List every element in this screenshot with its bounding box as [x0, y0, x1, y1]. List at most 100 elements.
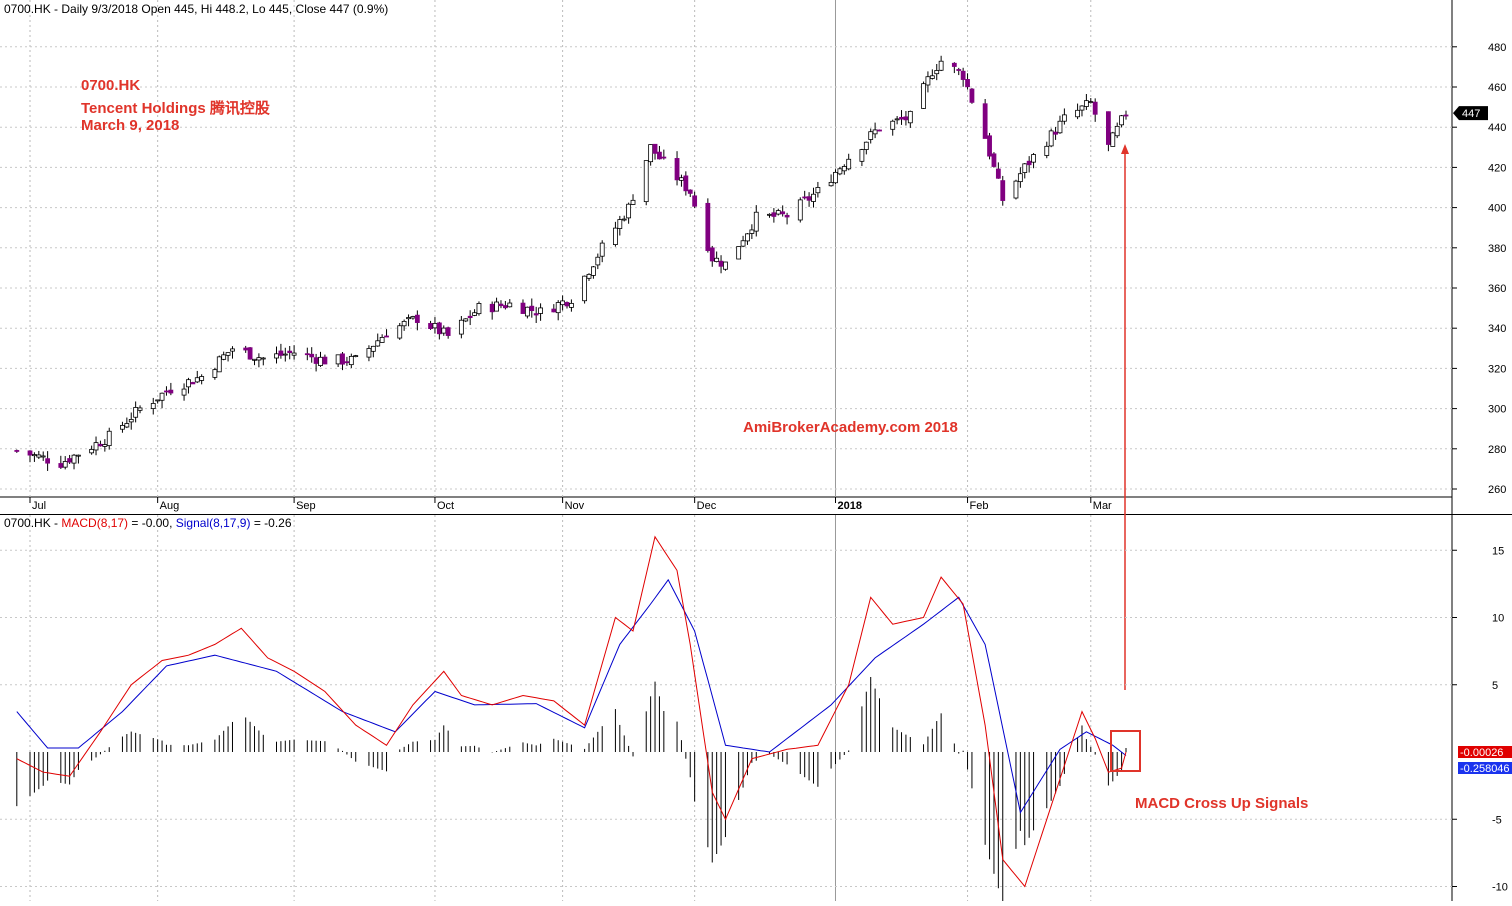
candle-body [1017, 173, 1023, 183]
price-y-label: 480 [1488, 42, 1506, 54]
candle-body [687, 189, 693, 194]
price-y-label: 460 [1488, 82, 1506, 94]
candle-body [194, 377, 200, 383]
candle-body [538, 307, 543, 314]
candle-body [76, 454, 81, 457]
candle-body [859, 149, 865, 162]
candle-body [93, 442, 99, 451]
candle-body [335, 354, 341, 365]
candle-body [1079, 105, 1085, 111]
candle-body [560, 300, 565, 306]
price-y-label: 320 [1488, 363, 1506, 375]
last-price-bg [1453, 106, 1488, 121]
last-price-tag: 447 [1453, 106, 1488, 121]
candle-body [520, 302, 526, 314]
candle-body [1013, 180, 1019, 199]
candle-body [987, 135, 992, 157]
candle-body [98, 443, 103, 447]
candle-body [753, 211, 759, 232]
candle-body [14, 450, 20, 452]
candle-body [216, 356, 222, 373]
macd-last-value: -0.00026 [1458, 746, 1512, 759]
candle-body [1026, 160, 1032, 166]
price-y-label: 420 [1488, 162, 1506, 174]
candle-body [626, 203, 632, 219]
price-y-label: 380 [1488, 243, 1506, 255]
candle-body [489, 303, 495, 313]
candle-body [802, 196, 808, 199]
candle-body [348, 355, 354, 366]
candle-body [344, 361, 350, 364]
price-y-label: 400 [1488, 203, 1506, 215]
candle-body [212, 369, 218, 378]
candle-body [410, 316, 416, 319]
candle-body [1048, 130, 1054, 147]
watermark: AmiBrokerAcademy.com 2018 [743, 419, 958, 436]
candle-body [899, 116, 904, 120]
candle-body [260, 357, 266, 360]
candle-body [709, 247, 715, 262]
candle-body [828, 181, 834, 187]
candle-body [366, 348, 372, 358]
annotation-date: March 9, 2018 [81, 117, 180, 134]
candle-body [379, 336, 385, 343]
candle-body [683, 175, 689, 192]
candle-body [965, 79, 970, 88]
candle-body [657, 151, 662, 160]
candle-body [599, 242, 605, 257]
candle-body [934, 70, 940, 75]
candle-body [45, 458, 51, 464]
candle-body [1022, 163, 1028, 173]
candle-body [181, 388, 187, 396]
candle-body [102, 444, 108, 447]
candle-body [797, 199, 803, 221]
candle-body [982, 103, 988, 139]
candle-body [1105, 111, 1111, 145]
candle-body [907, 110, 913, 124]
candle-body [243, 347, 249, 351]
candle-body [221, 354, 227, 360]
candle-body [784, 214, 790, 218]
candle-body [969, 88, 975, 103]
candle-body [621, 218, 627, 221]
candle-body [582, 275, 588, 302]
candle-body [252, 358, 257, 361]
candle-body [291, 352, 297, 356]
candle-body [995, 168, 1001, 179]
candle-body [648, 144, 654, 163]
candle-body [1088, 101, 1094, 104]
candle-body [1114, 125, 1120, 137]
signal-last-bg [1458, 762, 1512, 774]
candle-body [89, 448, 95, 454]
x-tick-label: Oct [437, 500, 454, 512]
macd-y-label: -5 [1492, 814, 1502, 826]
x-tick-label: 2018 [837, 500, 861, 512]
candle-body [736, 246, 742, 260]
macd-header: 0700.HK - MACD(8,17) = -0.00, Signal(8,1… [4, 516, 292, 530]
candle-body [723, 261, 728, 270]
candle-body [436, 322, 442, 335]
x-tick-label: Nov [565, 500, 585, 512]
macd-value: = -0.00, [128, 516, 176, 530]
candle-body [282, 353, 288, 356]
candle-body [498, 303, 504, 307]
candle-body [1061, 114, 1067, 122]
candle-body [1031, 154, 1036, 163]
candle-body [309, 353, 315, 358]
price-y-label: 440 [1488, 122, 1506, 134]
candle-body [740, 240, 746, 247]
signal-arrow-head [1121, 144, 1129, 154]
candle-body [1119, 115, 1124, 126]
macd-y-label: 15 [1492, 545, 1504, 557]
price-y-label: 360 [1488, 283, 1506, 295]
candle-body [714, 257, 720, 263]
candle-body [375, 340, 381, 347]
candle-body [463, 318, 469, 322]
candle-body [617, 219, 623, 229]
price-y-label: 300 [1488, 404, 1506, 416]
candle-body [929, 75, 935, 79]
candle-body [40, 455, 46, 458]
price-y-label: 280 [1488, 444, 1506, 456]
candle-body [278, 350, 284, 356]
